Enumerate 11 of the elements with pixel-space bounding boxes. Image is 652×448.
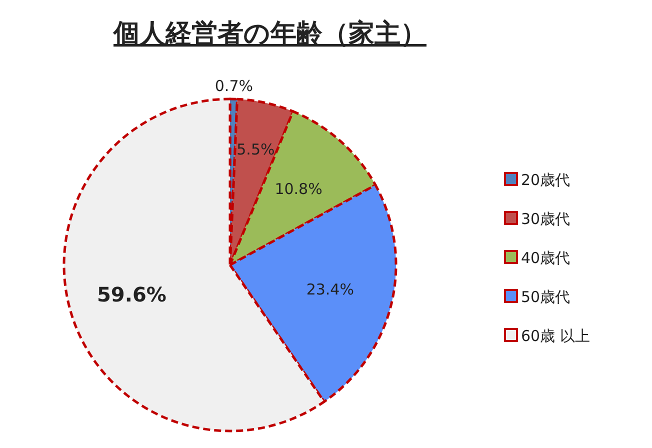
data-label: 5.5%: [236, 140, 275, 158]
data-label: 10.8%: [274, 180, 322, 198]
chart-title: 個人経営者の年齢（家主）: [112, 19, 426, 49]
legend-label: 60歳 以上: [521, 327, 590, 345]
data-label: 0.7%: [214, 77, 254, 96]
data-label: 59.6%: [97, 282, 166, 307]
legend-label: 20歳代: [521, 171, 570, 189]
data-label: 23.4%: [306, 280, 354, 299]
legend-label: 50歳代: [521, 288, 570, 306]
legend-label: 30歳代: [521, 210, 570, 228]
legend-label: 40歳代: [521, 249, 570, 267]
